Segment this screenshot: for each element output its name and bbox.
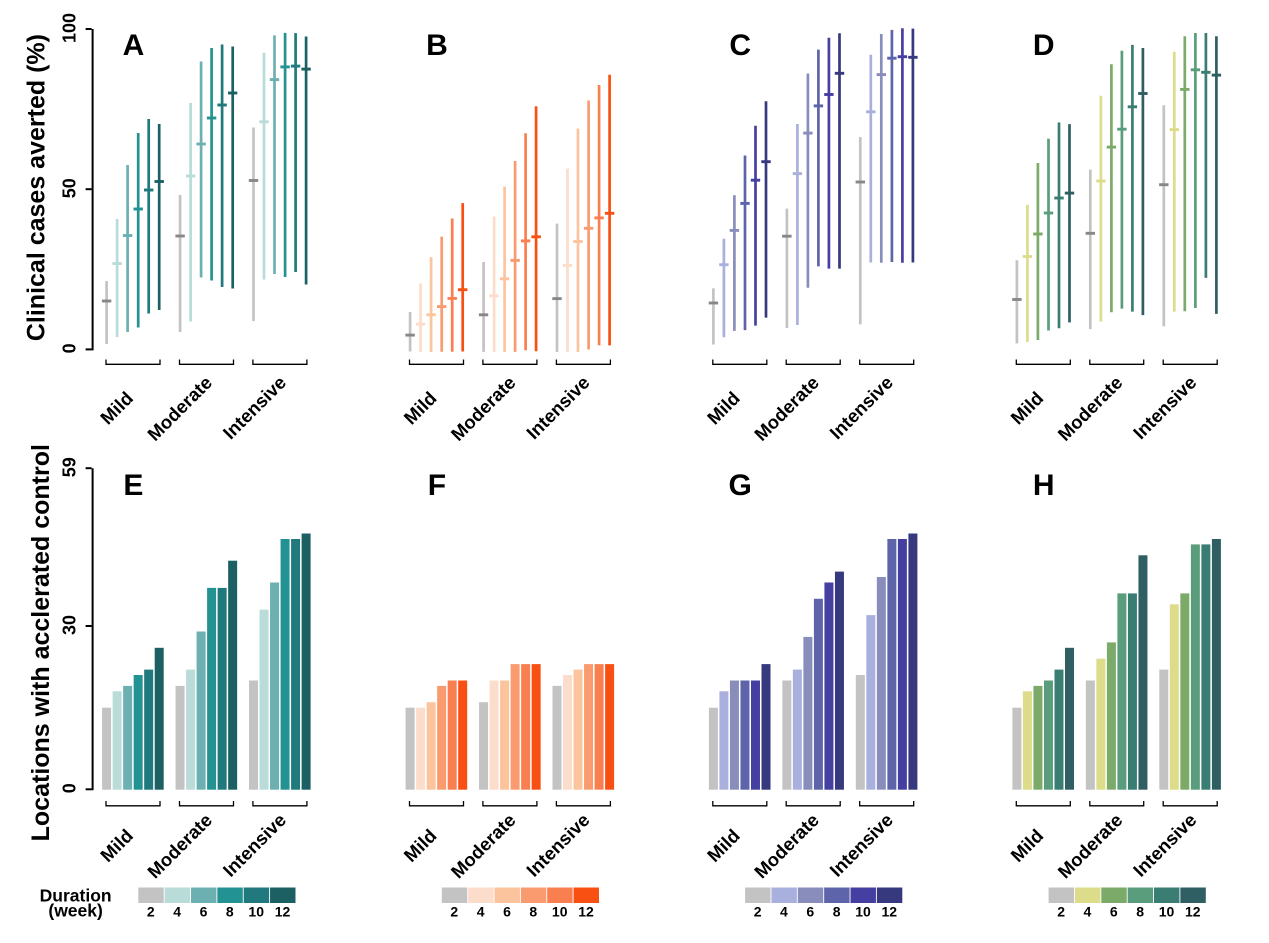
svg-text:G: G [729, 469, 752, 502]
svg-text:C: C [729, 29, 751, 62]
svg-text:Clinical cases averted (%): Clinical cases averted (%) [23, 34, 51, 341]
svg-text:2: 2 [754, 903, 762, 919]
svg-text:4: 4 [780, 903, 788, 919]
svg-text:4: 4 [477, 903, 485, 919]
svg-text:Locations with acclerated cont: Locations with acclerated control [27, 444, 55, 841]
svg-text:10: 10 [855, 903, 871, 919]
svg-text:10: 10 [1159, 903, 1175, 919]
svg-text:8: 8 [226, 903, 234, 919]
svg-text:2: 2 [147, 903, 155, 919]
svg-text:30: 30 [60, 615, 80, 635]
svg-text:2: 2 [1057, 903, 1065, 919]
svg-text:B: B [426, 29, 448, 62]
svg-text:6: 6 [503, 903, 511, 919]
svg-text:H: H [1033, 469, 1055, 502]
svg-text:6: 6 [200, 903, 208, 919]
svg-text:12: 12 [578, 903, 594, 919]
svg-text:10: 10 [552, 903, 568, 919]
svg-text:8: 8 [529, 903, 537, 919]
svg-text:0: 0 [60, 343, 80, 353]
svg-text:E: E [123, 469, 143, 502]
svg-text:A: A [123, 29, 145, 62]
svg-text:6: 6 [806, 903, 814, 919]
svg-text:0: 0 [60, 783, 80, 793]
svg-text:12: 12 [275, 903, 291, 919]
svg-text:F: F [428, 469, 446, 502]
svg-text:12: 12 [1185, 903, 1201, 919]
svg-text:8: 8 [1136, 903, 1144, 919]
svg-text:Duration: Duration [40, 885, 112, 905]
svg-text:50: 50 [60, 178, 80, 198]
svg-text:4: 4 [173, 903, 181, 919]
svg-text:12: 12 [882, 903, 898, 919]
svg-text:59: 59 [60, 457, 80, 477]
svg-text:2: 2 [450, 903, 458, 919]
svg-text:D: D [1033, 29, 1055, 62]
svg-text:6: 6 [1110, 903, 1118, 919]
svg-text:8: 8 [833, 903, 841, 919]
svg-text:(week): (week) [48, 901, 102, 921]
svg-text:10: 10 [248, 903, 264, 919]
svg-text:100: 100 [60, 13, 80, 43]
svg-text:4: 4 [1084, 903, 1092, 919]
